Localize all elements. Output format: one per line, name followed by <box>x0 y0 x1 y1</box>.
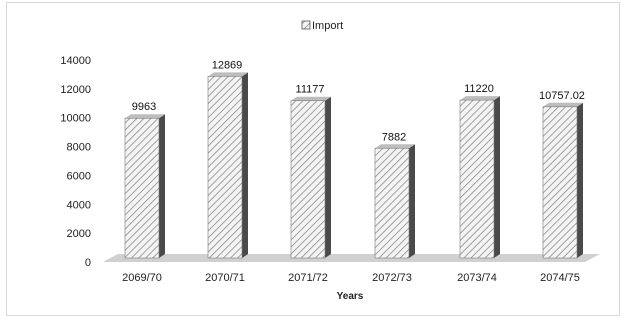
y-tick-label: 12000 <box>60 84 91 96</box>
data-label: 9963 <box>132 101 156 113</box>
bar-top <box>208 72 248 77</box>
y-tick-label: 6000 <box>67 170 91 182</box>
data-labels: 9963 12869 11177 7882 11220 10757.02 <box>132 59 585 143</box>
bar <box>374 144 415 259</box>
x-tick-label: 2069/70 <box>122 272 162 284</box>
x-tick-label: 2073/74 <box>457 272 497 284</box>
bars <box>124 72 583 259</box>
data-label: 7882 <box>382 131 406 143</box>
y-tick-label: 4000 <box>67 199 91 211</box>
legend: Import <box>301 20 343 32</box>
data-label: 10757.02 <box>539 90 585 102</box>
y-tick-label: 14000 <box>60 55 91 67</box>
bar-top <box>375 144 415 149</box>
bar-side <box>577 102 583 258</box>
bar-front <box>124 117 160 259</box>
bar <box>459 96 500 259</box>
y-tick-label: 8000 <box>67 142 91 154</box>
bar-side <box>159 114 165 259</box>
x-axis-ticks: 2069/70 2070/71 2071/72 2072/73 2073/74 2074/… <box>122 272 580 284</box>
bar-side <box>242 72 248 258</box>
x-tick-label: 2071/72 <box>288 272 328 284</box>
bar-side <box>325 96 331 258</box>
bar-top <box>125 114 165 119</box>
x-tick-label: 2072/73 <box>372 272 412 284</box>
data-label: 11220 <box>464 83 494 95</box>
bar <box>207 72 248 259</box>
bar-top <box>291 96 331 101</box>
bar-top <box>460 96 500 101</box>
y-axis-ticks: 0 2000 4000 6000 8000 10000 12000 14000 <box>60 55 91 269</box>
data-label: 11177 <box>296 84 325 96</box>
bar-front <box>542 106 578 259</box>
bar-front <box>290 100 326 259</box>
x-tick-label: 2074/75 <box>540 272 580 284</box>
bar-front <box>374 147 410 259</box>
y-tick-label: 10000 <box>60 113 91 125</box>
y-tick-label: 0 <box>85 257 91 269</box>
y-tick-label: 2000 <box>67 228 91 240</box>
data-label: 12869 <box>212 59 243 71</box>
bar <box>542 102 583 259</box>
chart-floor <box>103 254 600 262</box>
bar-side <box>494 96 500 259</box>
bar-front <box>459 99 495 259</box>
bar <box>124 114 165 259</box>
legend-label: Import <box>312 20 343 32</box>
legend-swatch <box>301 20 311 30</box>
x-tick-label: 2070/71 <box>205 272 245 284</box>
bar-side <box>409 144 415 258</box>
bar-top <box>543 102 583 107</box>
x-axis-title: Years <box>337 291 364 302</box>
bar <box>290 96 331 259</box>
bar-front <box>207 76 243 259</box>
